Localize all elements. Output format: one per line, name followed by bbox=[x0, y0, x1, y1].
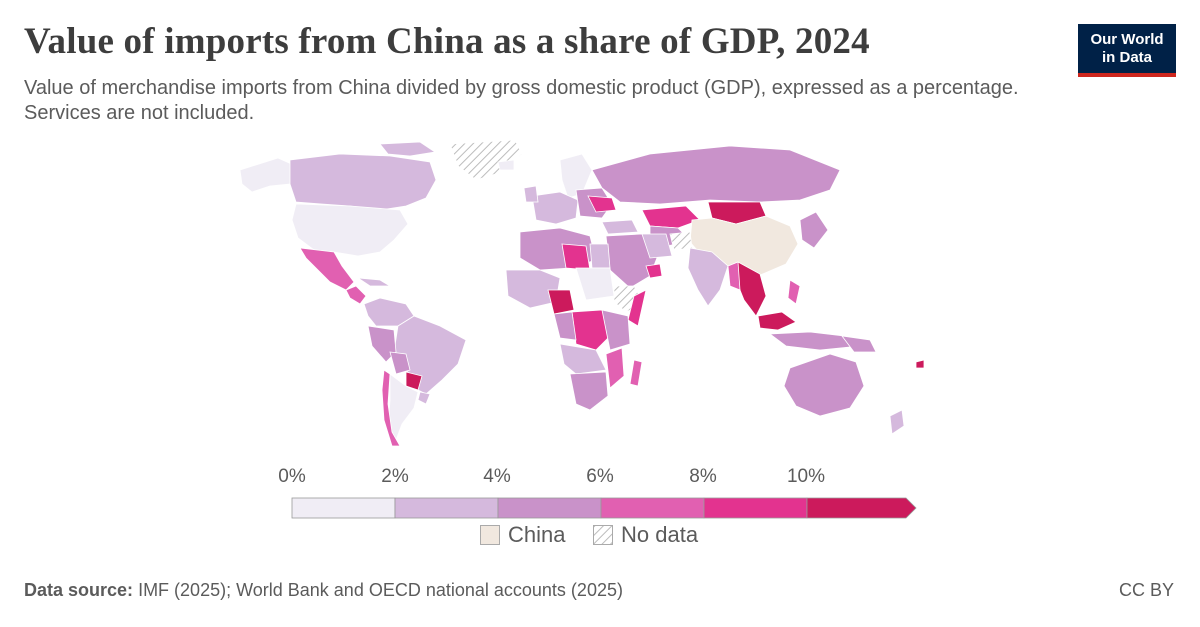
korea-japan[interactable] bbox=[799, 211, 829, 249]
cuba-caribbean[interactable] bbox=[357, 277, 392, 287]
turkey[interactable] bbox=[601, 219, 639, 235]
malaysia-indonesia[interactable] bbox=[757, 311, 797, 331]
data-source-label: Data source: bbox=[24, 580, 134, 600]
license-link[interactable]: CC BY bbox=[1118, 580, 1174, 600]
southern-africa[interactable] bbox=[569, 371, 609, 411]
central-america[interactable] bbox=[345, 285, 367, 305]
legend-category-no-data[interactable]: No data bbox=[593, 520, 698, 550]
east-africa[interactable] bbox=[601, 309, 631, 351]
central-africa[interactable] bbox=[553, 311, 577, 341]
western-europe[interactable] bbox=[531, 191, 579, 225]
madagascar[interactable] bbox=[629, 359, 643, 387]
kazakhstan[interactable] bbox=[641, 205, 701, 229]
legend-bin-0[interactable] bbox=[291, 497, 396, 519]
mozambique[interactable] bbox=[605, 347, 625, 389]
legend-bin-4[interactable] bbox=[703, 497, 808, 519]
somalia[interactable] bbox=[627, 289, 647, 327]
uae-oman[interactable] bbox=[645, 263, 663, 279]
india[interactable] bbox=[687, 247, 729, 307]
bolivia[interactable] bbox=[389, 351, 411, 375]
arctic-islands[interactable] bbox=[379, 141, 437, 157]
argentina[interactable] bbox=[387, 373, 419, 441]
legend-tick-2: 2% bbox=[381, 466, 409, 487]
logo-line-2: in Data bbox=[1101, 48, 1152, 66]
iran[interactable] bbox=[641, 233, 673, 259]
owid-logo[interactable]: Our World in Data bbox=[1078, 24, 1176, 77]
china-swatch bbox=[480, 525, 500, 545]
legend-tick-4: 4% bbox=[483, 466, 511, 487]
legend-bin-3[interactable] bbox=[600, 497, 705, 519]
chart-subtitle: Value of merchandise imports from China … bbox=[24, 77, 1019, 124]
australia[interactable] bbox=[783, 353, 865, 417]
logo-line-1: Our World bbox=[1090, 30, 1164, 48]
paraguay[interactable] bbox=[405, 371, 423, 391]
canada[interactable] bbox=[289, 153, 437, 211]
no-data-label: No data bbox=[621, 522, 699, 547]
legend-tick-10: 10% bbox=[786, 466, 826, 487]
data-source: Data source: IMF (2025); World Bank and … bbox=[24, 580, 623, 601]
legend-bin-5[interactable] bbox=[806, 497, 917, 519]
alaska[interactable] bbox=[239, 157, 297, 193]
world-map[interactable] bbox=[230, 140, 950, 450]
myanmar[interactable] bbox=[727, 261, 741, 291]
legend-bin-1[interactable] bbox=[394, 497, 499, 519]
chart-title: Value of imports from China as a share o… bbox=[24, 21, 870, 62]
china-label: China bbox=[508, 522, 566, 547]
legend-category-china[interactable]: China bbox=[480, 520, 565, 550]
pacific-islands[interactable] bbox=[915, 359, 925, 369]
iceland[interactable] bbox=[497, 159, 515, 171]
legend-bin-2[interactable] bbox=[497, 497, 602, 519]
uk-ireland[interactable] bbox=[523, 185, 539, 203]
united-states[interactable] bbox=[291, 203, 409, 257]
legend-tick-8: 8% bbox=[689, 466, 717, 487]
legend-tick-0: 0% bbox=[278, 466, 306, 487]
philippines[interactable] bbox=[787, 279, 801, 305]
legend-tick-6: 6% bbox=[586, 466, 614, 487]
papua-new-guinea[interactable] bbox=[841, 335, 877, 353]
uruguay[interactable] bbox=[417, 391, 431, 405]
angola-zambia[interactable] bbox=[559, 343, 607, 375]
chile[interactable] bbox=[381, 369, 401, 447]
new-zealand[interactable] bbox=[889, 409, 905, 435]
data-source-text: IMF (2025); World Bank and OECD national… bbox=[138, 580, 623, 600]
russia[interactable] bbox=[591, 145, 841, 205]
no-data-swatch bbox=[593, 525, 613, 545]
nigeria[interactable] bbox=[547, 289, 575, 315]
ukraine[interactable] bbox=[587, 195, 617, 213]
